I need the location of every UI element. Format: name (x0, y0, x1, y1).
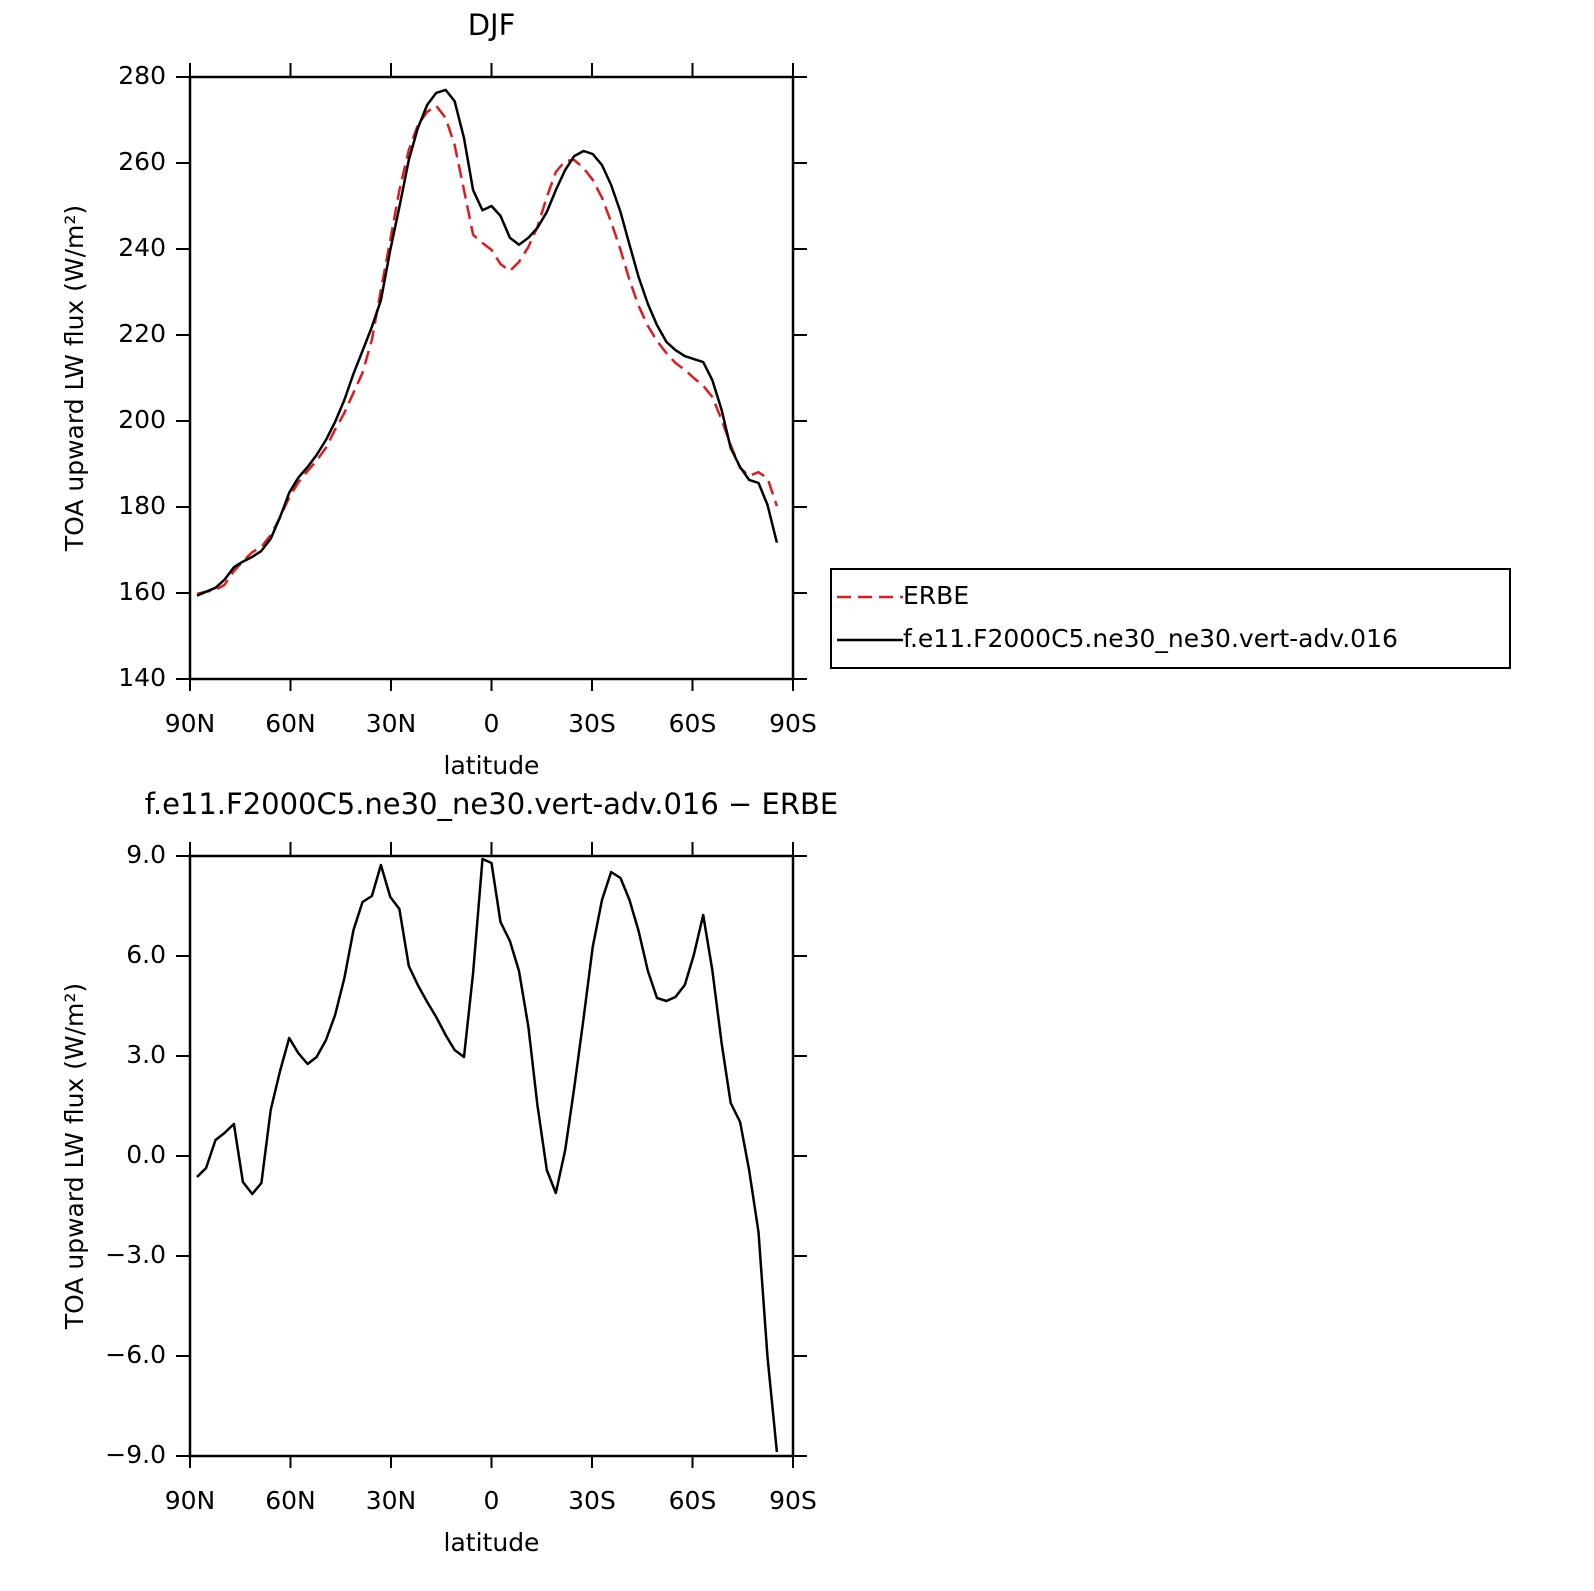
x-tick-label: 0 (484, 709, 500, 738)
x-tick-label: 30S (568, 1486, 616, 1515)
x-tick-label: 90N (165, 709, 216, 738)
x-tick-label: 60S (669, 1486, 717, 1515)
legend-label: ERBE (903, 581, 969, 610)
x-tick-label: 60N (265, 1486, 316, 1515)
legend-box (830, 568, 1511, 669)
legend-label: f.e11.F2000C5.ne30_ne30.vert-adv.016 (903, 624, 1398, 653)
x-tick-label: 0 (484, 1486, 500, 1515)
y-tick-label: 160 (118, 577, 166, 606)
y-tick-label: 220 (118, 319, 166, 348)
x-tick-label: 60S (669, 709, 717, 738)
y-tick-label: 260 (118, 147, 166, 176)
y-tick-label: −9.0 (105, 1440, 166, 1469)
y-tick-label: 200 (118, 405, 166, 434)
x-tick-label: 30N (366, 1486, 417, 1515)
y-tick-label: 6.0 (126, 940, 166, 969)
x-tick-label: 90N (165, 1486, 216, 1515)
y-tick-label: 180 (118, 491, 166, 520)
chart-title: DJF (468, 8, 516, 42)
x-axis-label: latitude (444, 751, 540, 780)
plot-frame (188, 75, 795, 681)
x-tick-label: 90S (769, 709, 817, 738)
plot-frame (188, 854, 795, 1458)
y-tick-label: 140 (118, 663, 166, 692)
data-line (196, 857, 779, 1453)
y-tick-label: −6.0 (105, 1340, 166, 1369)
y-axis-label: TOA upward LW flux (W/m²) (60, 205, 89, 552)
y-tick-label: 0.0 (126, 1140, 166, 1169)
data-line (196, 104, 779, 596)
y-tick-label: −3.0 (105, 1240, 166, 1269)
y-tick-label: 280 (118, 61, 166, 90)
x-tick-label: 30S (568, 709, 616, 738)
y-tick-label: 9.0 (126, 840, 166, 869)
x-tick-label: 30N (366, 709, 417, 738)
x-tick-label: 60N (265, 709, 316, 738)
chart-title: f.e11.F2000C5.ne30_ne30.vert-adv.016 − E… (145, 787, 839, 821)
x-tick-label: 90S (769, 1486, 817, 1515)
data-line (196, 88, 779, 597)
y-axis-label: TOA upward LW flux (W/m²) (60, 983, 89, 1330)
x-axis-label: latitude (444, 1528, 540, 1557)
y-tick-label: 240 (118, 233, 166, 262)
y-tick-label: 3.0 (126, 1040, 166, 1069)
